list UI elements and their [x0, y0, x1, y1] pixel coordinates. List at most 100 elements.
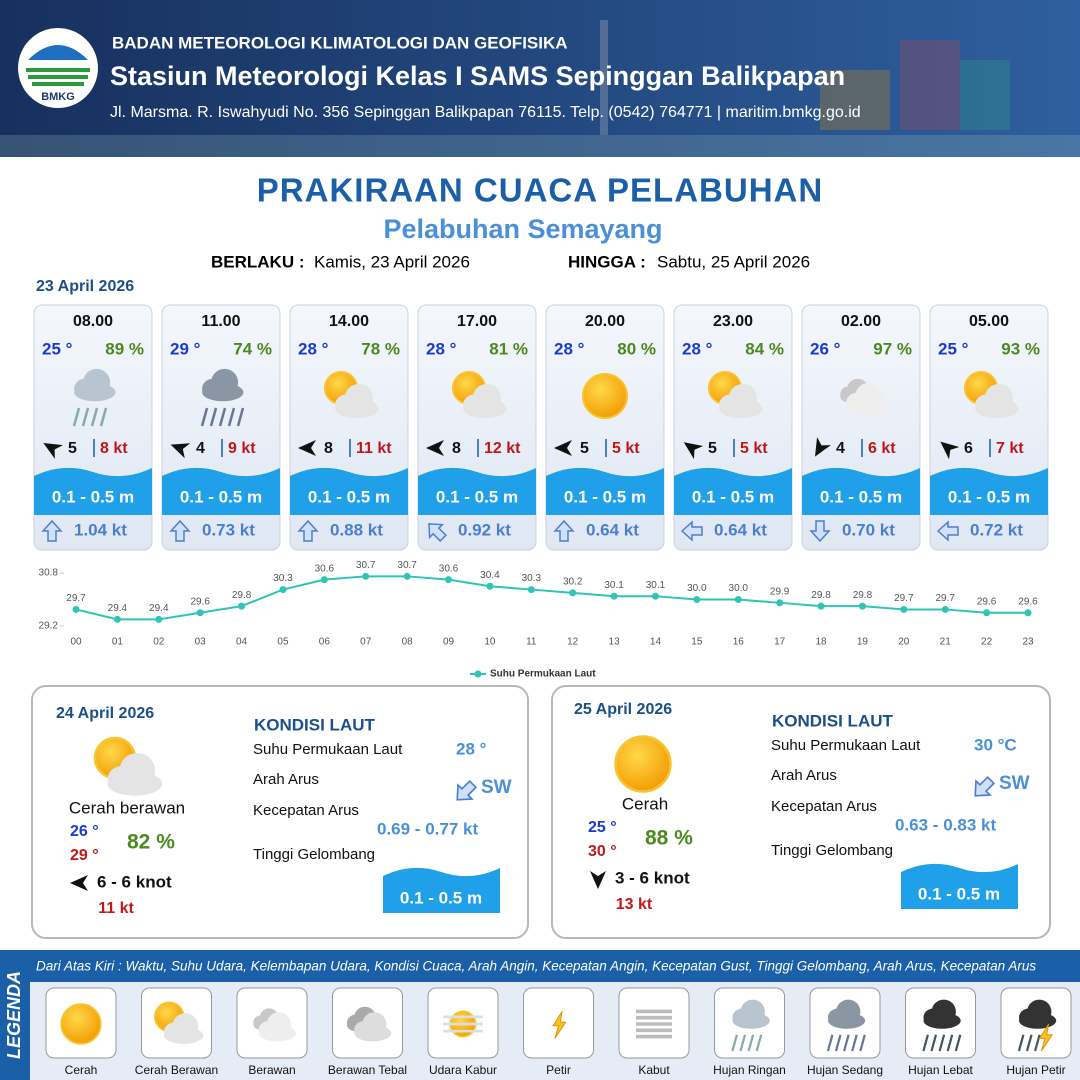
time: 14.00 [329, 313, 369, 330]
sea-label: Kecepatan Arus [771, 798, 877, 815]
cloud [463, 399, 507, 419]
y-tick-label: 29.2 [39, 621, 59, 632]
wind-speed: 4 [196, 440, 205, 457]
cloud [258, 1025, 296, 1042]
sst-point [817, 602, 825, 610]
wave-height: 0.1 - 0.5 m [564, 487, 646, 506]
x-tick-label: 00 [70, 637, 82, 648]
sea-label: Tinggi Gelombang [253, 846, 375, 863]
wind-speed: 8 [452, 440, 461, 457]
humidity: 80 % [617, 339, 656, 358]
weather-icon [552, 1011, 567, 1039]
sst-point [279, 586, 287, 594]
current-speed: 1.04 kt [74, 520, 127, 539]
validity-to-label: HINGGA : [568, 252, 646, 271]
bolt [552, 1011, 567, 1039]
data-label: 29.9 [770, 586, 790, 597]
sst-point [858, 602, 866, 610]
wind-speed: 5 [708, 440, 717, 457]
time: 11.00 [201, 313, 240, 330]
current-speed: 0.72 kt [970, 520, 1023, 539]
sea-label: Suhu Permukaan Laut [771, 737, 921, 754]
weather-icon [346, 1006, 392, 1042]
sst-point [527, 586, 535, 594]
humidity: 78 % [361, 339, 400, 358]
gust: 6 kt [868, 440, 896, 457]
weather-icon [922, 999, 962, 1052]
wave [901, 863, 1018, 909]
sun [582, 373, 628, 419]
cloud [975, 399, 1019, 419]
data-label: 30.6 [315, 563, 335, 574]
x-tick-label: 18 [815, 637, 827, 648]
sun [614, 735, 672, 793]
sst-point [983, 609, 991, 617]
current-arrow [41, 519, 63, 542]
data-label: 30.6 [439, 563, 459, 574]
weather-icon [964, 371, 1019, 419]
current-arrow [169, 519, 191, 542]
title: PRAKIRAAN CUACA PELABUHAN [257, 172, 823, 209]
rain [843, 1034, 850, 1052]
legend-item: Hujan Sedang [807, 1063, 883, 1077]
gust: 5 kt [740, 440, 768, 457]
weather-icon [1017, 999, 1057, 1052]
sst-point [651, 592, 659, 600]
weather-icon [200, 368, 245, 427]
x-tick-label: 08 [402, 637, 414, 648]
gust: 11 kt [356, 440, 392, 457]
current-arrow [297, 519, 319, 542]
legend-item: Kabut [638, 1063, 670, 1077]
time: 02.00 [841, 313, 881, 330]
time: 20.00 [585, 313, 625, 330]
current-speed: 0.73 kt [202, 520, 255, 539]
wind-arrow [298, 440, 316, 456]
current-speed: 0.69 - 0.77 kt [377, 819, 478, 838]
rain [72, 407, 81, 427]
wave-height: 0.1 - 0.5 m [820, 487, 902, 506]
wave [383, 867, 500, 913]
temperature: 28 ° [426, 339, 457, 358]
agency: BADAN METEOROLOGI KLIMATOLOGI DAN GEOFIS… [112, 33, 568, 52]
x-tick-label: 03 [195, 637, 207, 648]
sea-label: Arah Arus [253, 771, 319, 788]
sea-heading: KONDISI LAUT [772, 711, 894, 730]
x-tick-label: 09 [443, 637, 455, 648]
wave [930, 467, 1048, 515]
gust: 5 kt [612, 440, 640, 457]
x-tick-label: 16 [733, 637, 745, 648]
sst-point [610, 592, 618, 600]
sea-label: Tinggi Gelombang [771, 842, 893, 859]
time: 17.00 [457, 313, 497, 330]
cloud [923, 1012, 961, 1029]
current-arrow [974, 775, 996, 797]
wind-arrow [43, 443, 63, 459]
address: Jl. Marsma. R. Iswahyudi No. 356 Sepingg… [110, 104, 861, 121]
sea-label: Suhu Permukaan Laut [253, 741, 403, 758]
gust: 8 kt [100, 440, 128, 457]
data-label: 29.4 [149, 603, 169, 614]
data-label: 29.8 [232, 590, 252, 601]
sst-point [403, 572, 411, 580]
legend-item: Hujan Petir [1006, 1063, 1065, 1077]
sst-point [1024, 609, 1032, 617]
legend-description: Dari Atas Kiri : Waktu, Suhu Udara, Kele… [36, 959, 1036, 974]
x-tick-label: 06 [319, 637, 331, 648]
legend-item: Petir [546, 1063, 571, 1077]
gust: 9 kt [228, 440, 256, 457]
sst-line [75, 575, 1028, 621]
wave-height: 0.1 - 0.5 m [948, 487, 1030, 506]
sst-point [72, 605, 80, 613]
validity-from-label: BERLAKU : [211, 252, 305, 271]
temperature: 25 ° [938, 339, 969, 358]
wind-arrow [426, 440, 444, 456]
rain [1017, 1034, 1025, 1052]
current-arrow [428, 523, 447, 542]
rain [747, 1034, 755, 1052]
sst-point [776, 599, 784, 607]
data-label: 30.7 [397, 560, 417, 571]
cloud [335, 399, 379, 419]
wave [34, 467, 152, 515]
wave [674, 467, 792, 515]
cloud [74, 383, 116, 402]
